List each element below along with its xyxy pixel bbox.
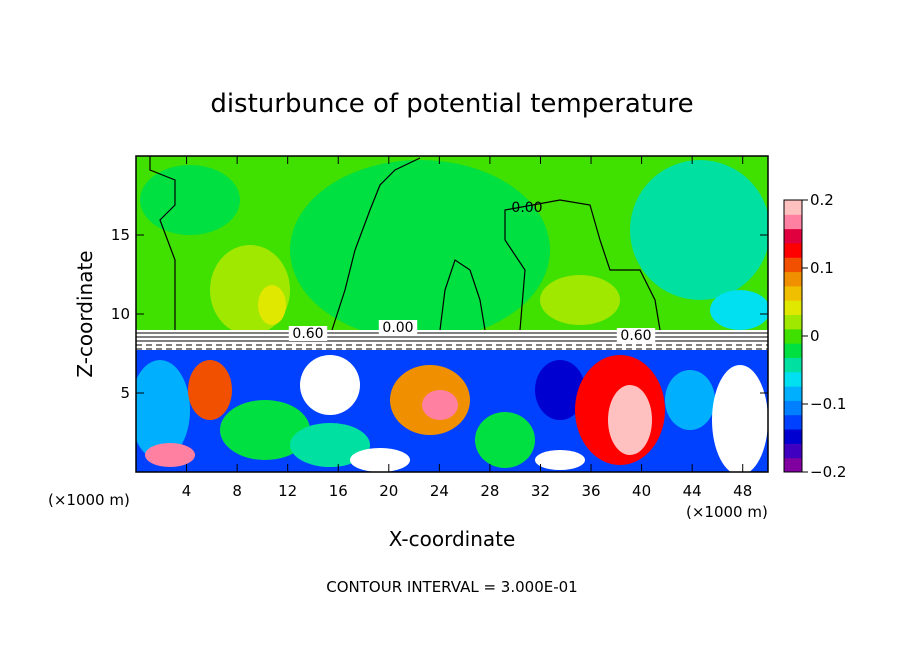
colorbar-swatch: [784, 200, 802, 215]
hot-blob-e: [145, 443, 195, 467]
colorbar-swatch: [784, 328, 802, 344]
x-tick-label: 4: [182, 482, 192, 500]
cool-blob-a: [136, 360, 190, 460]
contour-interval-note: CONTOUR INTERVAL = 3.000E-01: [326, 578, 577, 596]
cool-blob-c: [535, 360, 585, 420]
zero-contour-mid: [331, 157, 421, 331]
contour-label: 0.00: [511, 200, 542, 216]
x-tick-label: 48: [733, 482, 752, 500]
x-tick-label: 40: [632, 482, 651, 500]
contour-label-bg: [378, 320, 418, 335]
cool-blob-b: [290, 423, 370, 467]
y-axis-label: Z-coordinate: [73, 250, 97, 377]
hot-core-b: [422, 390, 458, 420]
cool-core: [710, 290, 768, 330]
colorbar-swatch: [784, 371, 802, 387]
x-ticks: 4 8 12 16 20 24 28 32 36 40 44 48: [182, 156, 752, 500]
band-contours: [136, 332, 768, 350]
x-tick-label: 8: [232, 482, 242, 500]
warm-blob-a: [188, 360, 232, 420]
cool-region: [630, 160, 768, 300]
y-ticks: 5 10 15: [111, 226, 768, 402]
colorbar: [784, 200, 802, 473]
contour-label-bg: [616, 328, 656, 343]
contour-label: 0.00: [382, 320, 413, 336]
warm-right: [540, 275, 620, 325]
x-tick-label: 12: [278, 482, 297, 500]
colorbar-swatch: [784, 343, 802, 358]
neutral-blob-b: [475, 412, 535, 468]
colorbar-tick-label: 0: [810, 327, 820, 345]
colorbar-swatch: [784, 242, 802, 258]
colorbar-swatch: [784, 257, 802, 273]
contour-label-bg: [288, 326, 328, 341]
y-tick-label: 15: [111, 226, 130, 244]
contour-labels: 0.00 0.60 0.00 0.60: [288, 200, 656, 344]
x-tick-label: 36: [581, 482, 600, 500]
colorbar-tick-label: −0.1: [810, 395, 846, 413]
x-tick-label: 16: [329, 482, 348, 500]
zero-contour-right: [504, 199, 661, 331]
neutral-region: [290, 160, 550, 340]
neutral-left: [140, 165, 240, 235]
colorbar-tick-label: 0.1: [810, 259, 834, 277]
colorbar-swatch: [784, 228, 802, 244]
colorbar-swatch: [784, 400, 802, 416]
x-tick-label: 24: [430, 482, 449, 500]
x-tick-label: 44: [683, 482, 702, 500]
x-unit-label-right: (×1000 m): [686, 503, 768, 521]
x-tick-label: 28: [480, 482, 499, 500]
cool-blob-d: [665, 370, 715, 430]
colorbar-swatch: [784, 214, 802, 230]
white-blob-e: [350, 448, 410, 472]
colorbar-swatch: [784, 443, 802, 459]
plot-area: [136, 156, 768, 472]
white-blob-d: [712, 365, 768, 472]
neutral-blob-a: [220, 400, 310, 460]
colorbar-swatch: [784, 457, 802, 473]
colorbar-tick-label: 0.2: [810, 191, 834, 209]
x-axis-label: X-coordinate: [389, 527, 516, 551]
x-tick-label: 20: [379, 482, 398, 500]
contour-label: 0.60: [292, 326, 323, 342]
white-blob-a: [300, 355, 360, 415]
colorbar-swatch: [784, 285, 802, 301]
colorbar-swatch: [784, 357, 802, 373]
chart-title: disturbunce of potential temperature: [210, 89, 693, 119]
zero-contour-left: [149, 156, 176, 330]
white-blob-f: [535, 450, 585, 470]
colorbar-swatch: [784, 314, 802, 330]
colorbar-swatch: [784, 271, 802, 287]
colorbar-tick-label: −0.2: [810, 463, 846, 481]
y-tick-label: 10: [111, 305, 130, 323]
zero-contour-loop: [439, 259, 486, 331]
colorbar-swatch: [784, 300, 802, 316]
x-unit-label-left: (×1000 m): [48, 491, 130, 509]
y-tick-label: 5: [120, 384, 130, 402]
warm-core: [258, 285, 286, 325]
x-tick-label: 32: [531, 482, 550, 500]
colorbar-swatch: [784, 429, 802, 444]
contour-label: 0.60: [620, 328, 651, 344]
colorbar-ticks: 0.2 0.1 0 −0.1 −0.2: [802, 191, 846, 481]
hot-core-c: [608, 385, 652, 455]
colorbar-swatch: [784, 386, 802, 401]
colorbar-swatch: [784, 414, 802, 430]
